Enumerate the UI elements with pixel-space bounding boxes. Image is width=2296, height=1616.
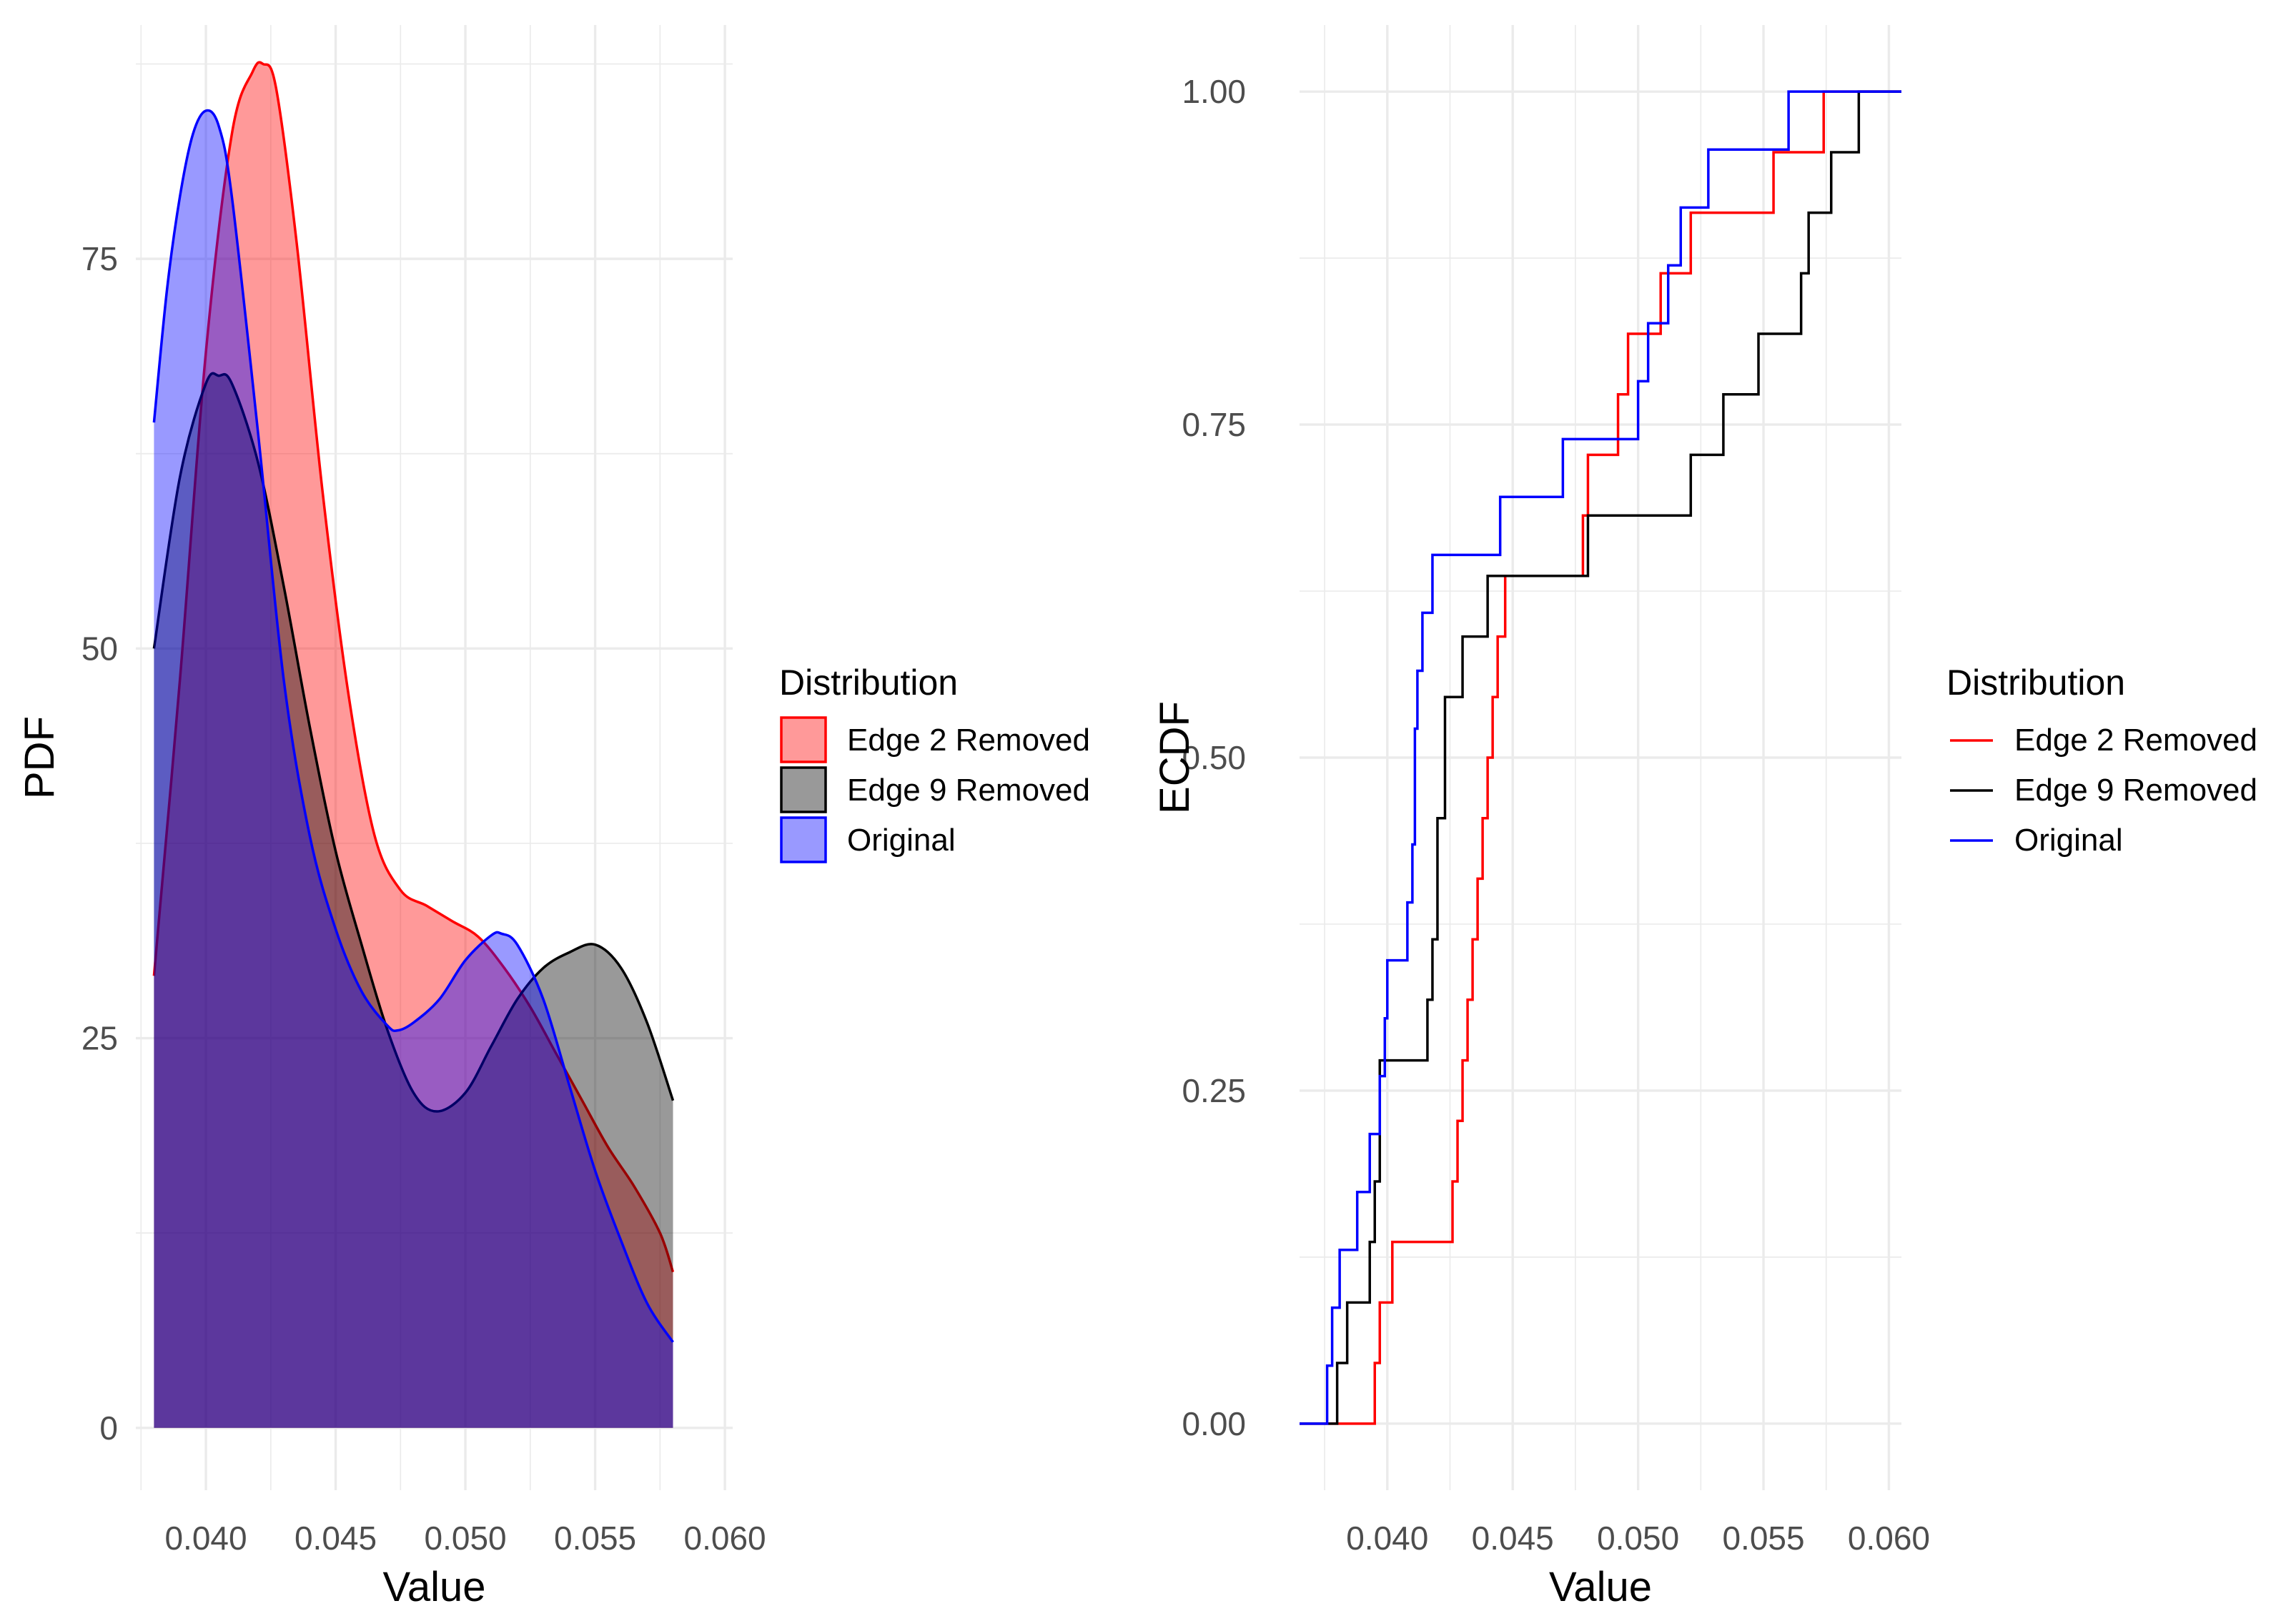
pdf-line-edge-9-removed [152, 372, 675, 1113]
pdf-y-tick-label: 75 [81, 240, 118, 277]
ecdf-y-tick-label: 0.25 [1182, 1072, 1246, 1109]
pdf-y-tick-label: 25 [81, 1020, 118, 1057]
pdf-area-edge-9-removed [154, 373, 673, 1428]
pdf-panel: 0.040 0.045 0.050 0.055 0.060 0 25 50 75 Value PDF [16, 25, 766, 1610]
pdf-legend: Distribution Edge 2 Removed Edge 9 Remov… [779, 663, 1090, 863]
pdf-legend-key-original [780, 816, 827, 863]
ecdf-step-original [1300, 90, 1901, 1425]
pdf-x-tick-label: 0.040 [164, 1520, 247, 1557]
pdf-legend-item-edge9[interactable]: Edge 9 Removed [780, 766, 1090, 813]
ecdf-y-tick-label: 0.50 [1182, 739, 1246, 776]
ecdf-x-tick-label: 0.060 [1848, 1520, 1930, 1557]
pdf-legend-label-original: Original [847, 823, 956, 858]
pdf-x-tick-label: 0.060 [684, 1520, 766, 1557]
pdf-y-axis-title: PDF [16, 716, 63, 799]
ecdf-x-tick-label: 0.055 [1722, 1520, 1804, 1557]
pdf-area-edge-2-removed [154, 62, 673, 1428]
ecdf-legend-item-original[interactable]: Original [1950, 823, 2123, 858]
pdf-legend-title: Distribution [779, 663, 958, 703]
pdf-x-axis-title: Value [382, 1564, 485, 1610]
pdf-x-tick-label: 0.045 [295, 1520, 377, 1557]
ecdf-y-axis-title: ECDF [1152, 701, 1198, 814]
pdf-series-edge-9-removed [152, 372, 675, 1428]
ecdf-legend: Distribution Edge 2 Removed Edge 9 Remov… [1946, 663, 2257, 858]
pdf-line-original [152, 109, 674, 1343]
ecdf-legend-item-edge9[interactable]: Edge 9 Removed [1950, 773, 2257, 808]
pdf-legend-label-edge9: Edge 9 Removed [847, 773, 1090, 808]
pdf-legend-item-original[interactable]: Original [780, 816, 956, 863]
ecdf-step-edge-2-removed [1300, 90, 1901, 1425]
ecdf-step-edge-9-removed [1300, 90, 1901, 1425]
ecdf-y-tick-label: 0.00 [1182, 1405, 1246, 1442]
pdf-series-original [152, 109, 674, 1428]
pdf-area-original [154, 110, 673, 1428]
pdf-legend-key-edge9 [780, 766, 827, 813]
ecdf-y-tick-label: 1.00 [1182, 73, 1246, 110]
ecdf-x-tick-label: 0.040 [1346, 1520, 1428, 1557]
pdf-legend-key-edge2 [780, 716, 827, 763]
ecdf-legend-label-edge2: Edge 2 Removed [2014, 723, 2257, 758]
ecdf-legend-title: Distribution [1946, 663, 2125, 703]
pdf-y-tick-label: 50 [81, 630, 118, 667]
ecdf-x-axis-title: Value [1549, 1564, 1652, 1610]
ecdf-legend-item-edge2[interactable]: Edge 2 Removed [1950, 723, 2257, 758]
pdf-legend-item-edge2[interactable]: Edge 2 Removed [780, 716, 1090, 763]
pdf-x-tick-label: 0.050 [425, 1520, 507, 1557]
ecdf-legend-label-edge9: Edge 9 Removed [2014, 773, 2257, 808]
ecdf-legend-label-original: Original [2014, 823, 2123, 858]
pdf-legend-label-edge2: Edge 2 Removed [847, 723, 1090, 758]
pdf-x-tick-label: 0.055 [554, 1520, 636, 1557]
ecdf-x-tick-label: 0.045 [1472, 1520, 1554, 1557]
ecdf-x-tick-label: 0.050 [1597, 1520, 1679, 1557]
ecdf-panel: 0.040 0.045 0.050 0.055 0.060 0.00 0.25 0.50 0.7… [1152, 25, 1930, 1610]
ecdf-y-tick-label: 0.75 [1182, 406, 1246, 443]
pdf-y-tick-label: 0 [99, 1409, 118, 1447]
